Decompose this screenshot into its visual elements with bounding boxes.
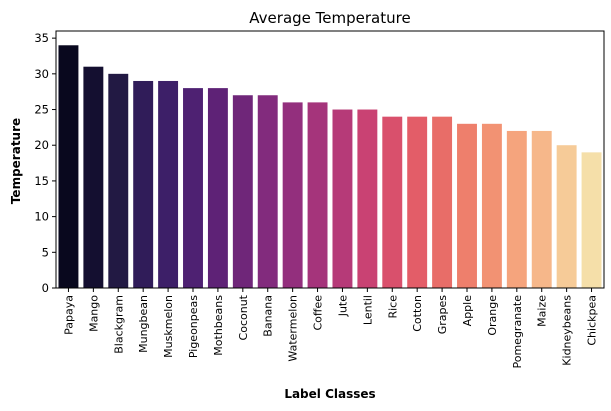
bar-watermelon bbox=[282, 102, 303, 288]
bar-pigeonpeas bbox=[183, 88, 203, 288]
y-axis-label: Temperature bbox=[9, 118, 23, 204]
x-tick-label: Banana bbox=[262, 295, 275, 337]
x-tick-label: Mothbeans bbox=[212, 295, 225, 356]
y-tick-label: 10 bbox=[34, 210, 49, 224]
x-tick-label: Maize bbox=[536, 295, 549, 327]
x-tick-label: Cotton bbox=[411, 295, 424, 332]
x-tick-label: Chickpea bbox=[586, 295, 599, 346]
bar-mungbean bbox=[133, 80, 154, 288]
bar-jute bbox=[332, 109, 353, 289]
x-tick-label: Mungbean bbox=[137, 295, 150, 353]
x-tick-label: Papaya bbox=[62, 295, 75, 335]
chart-title: Average Temperature bbox=[249, 9, 410, 27]
bar-blackgram bbox=[108, 73, 129, 288]
x-tick-label: Kidneybeans bbox=[561, 295, 574, 366]
bar-grapes bbox=[432, 116, 453, 289]
x-tick-label: Watermelon bbox=[287, 295, 300, 362]
bar-papaya bbox=[58, 45, 79, 289]
y-axis: 0 5 10 15 20 25 30 35 bbox=[34, 31, 56, 295]
bar-orange bbox=[481, 123, 502, 288]
bar-muskmelon bbox=[158, 80, 179, 288]
y-tick-label: 20 bbox=[34, 138, 49, 152]
bar-coconut bbox=[232, 95, 253, 288]
y-tick-label: 30 bbox=[34, 67, 49, 81]
y-tick-label: 15 bbox=[34, 174, 49, 188]
bar-chickpea bbox=[581, 152, 602, 288]
bar-rice bbox=[382, 116, 403, 289]
bar-maize bbox=[531, 130, 552, 288]
bar-mango bbox=[83, 66, 104, 288]
plot-area bbox=[55, 30, 605, 289]
x-tick-label: Lentil bbox=[361, 295, 374, 325]
x-tick-label: Rice bbox=[386, 295, 399, 319]
plot-frame bbox=[55, 30, 605, 289]
x-tick-label: Blackgram bbox=[112, 295, 125, 354]
x-tick-label: Grapes bbox=[436, 295, 449, 335]
bar-banana bbox=[257, 95, 278, 288]
y-tick-label: 5 bbox=[42, 245, 49, 259]
x-tick-label: Mango bbox=[87, 295, 100, 332]
x-axis-label: Label Classes bbox=[284, 387, 375, 401]
bar-lentil bbox=[357, 109, 378, 289]
x-tick-label: Coffee bbox=[312, 295, 325, 331]
bar-mothbeans bbox=[207, 88, 228, 288]
x-tick-label: Apple bbox=[461, 295, 474, 327]
bar-pomegranate bbox=[506, 130, 527, 288]
bar-coffee bbox=[307, 102, 328, 288]
bar-cotton bbox=[407, 116, 428, 289]
x-tick-label: Muskmelon bbox=[162, 295, 175, 358]
x-tick-label: Pigeonpeas bbox=[187, 295, 200, 358]
y-tick-label: 35 bbox=[34, 31, 49, 45]
x-tick-label: Orange bbox=[486, 295, 499, 336]
y-tick-label: 0 bbox=[42, 281, 49, 295]
bar-kidneybeans bbox=[556, 145, 577, 288]
x-tick-label: Coconut bbox=[237, 294, 250, 340]
y-tick-label: 25 bbox=[34, 103, 49, 117]
x-tick-label: Pomegranate bbox=[511, 295, 524, 369]
bar-apple bbox=[457, 123, 477, 288]
x-tick-label: Jute bbox=[336, 295, 349, 318]
x-axis: Papaya Mango Blackgram Mungbean Muskmelon Pig… bbox=[62, 288, 599, 369]
